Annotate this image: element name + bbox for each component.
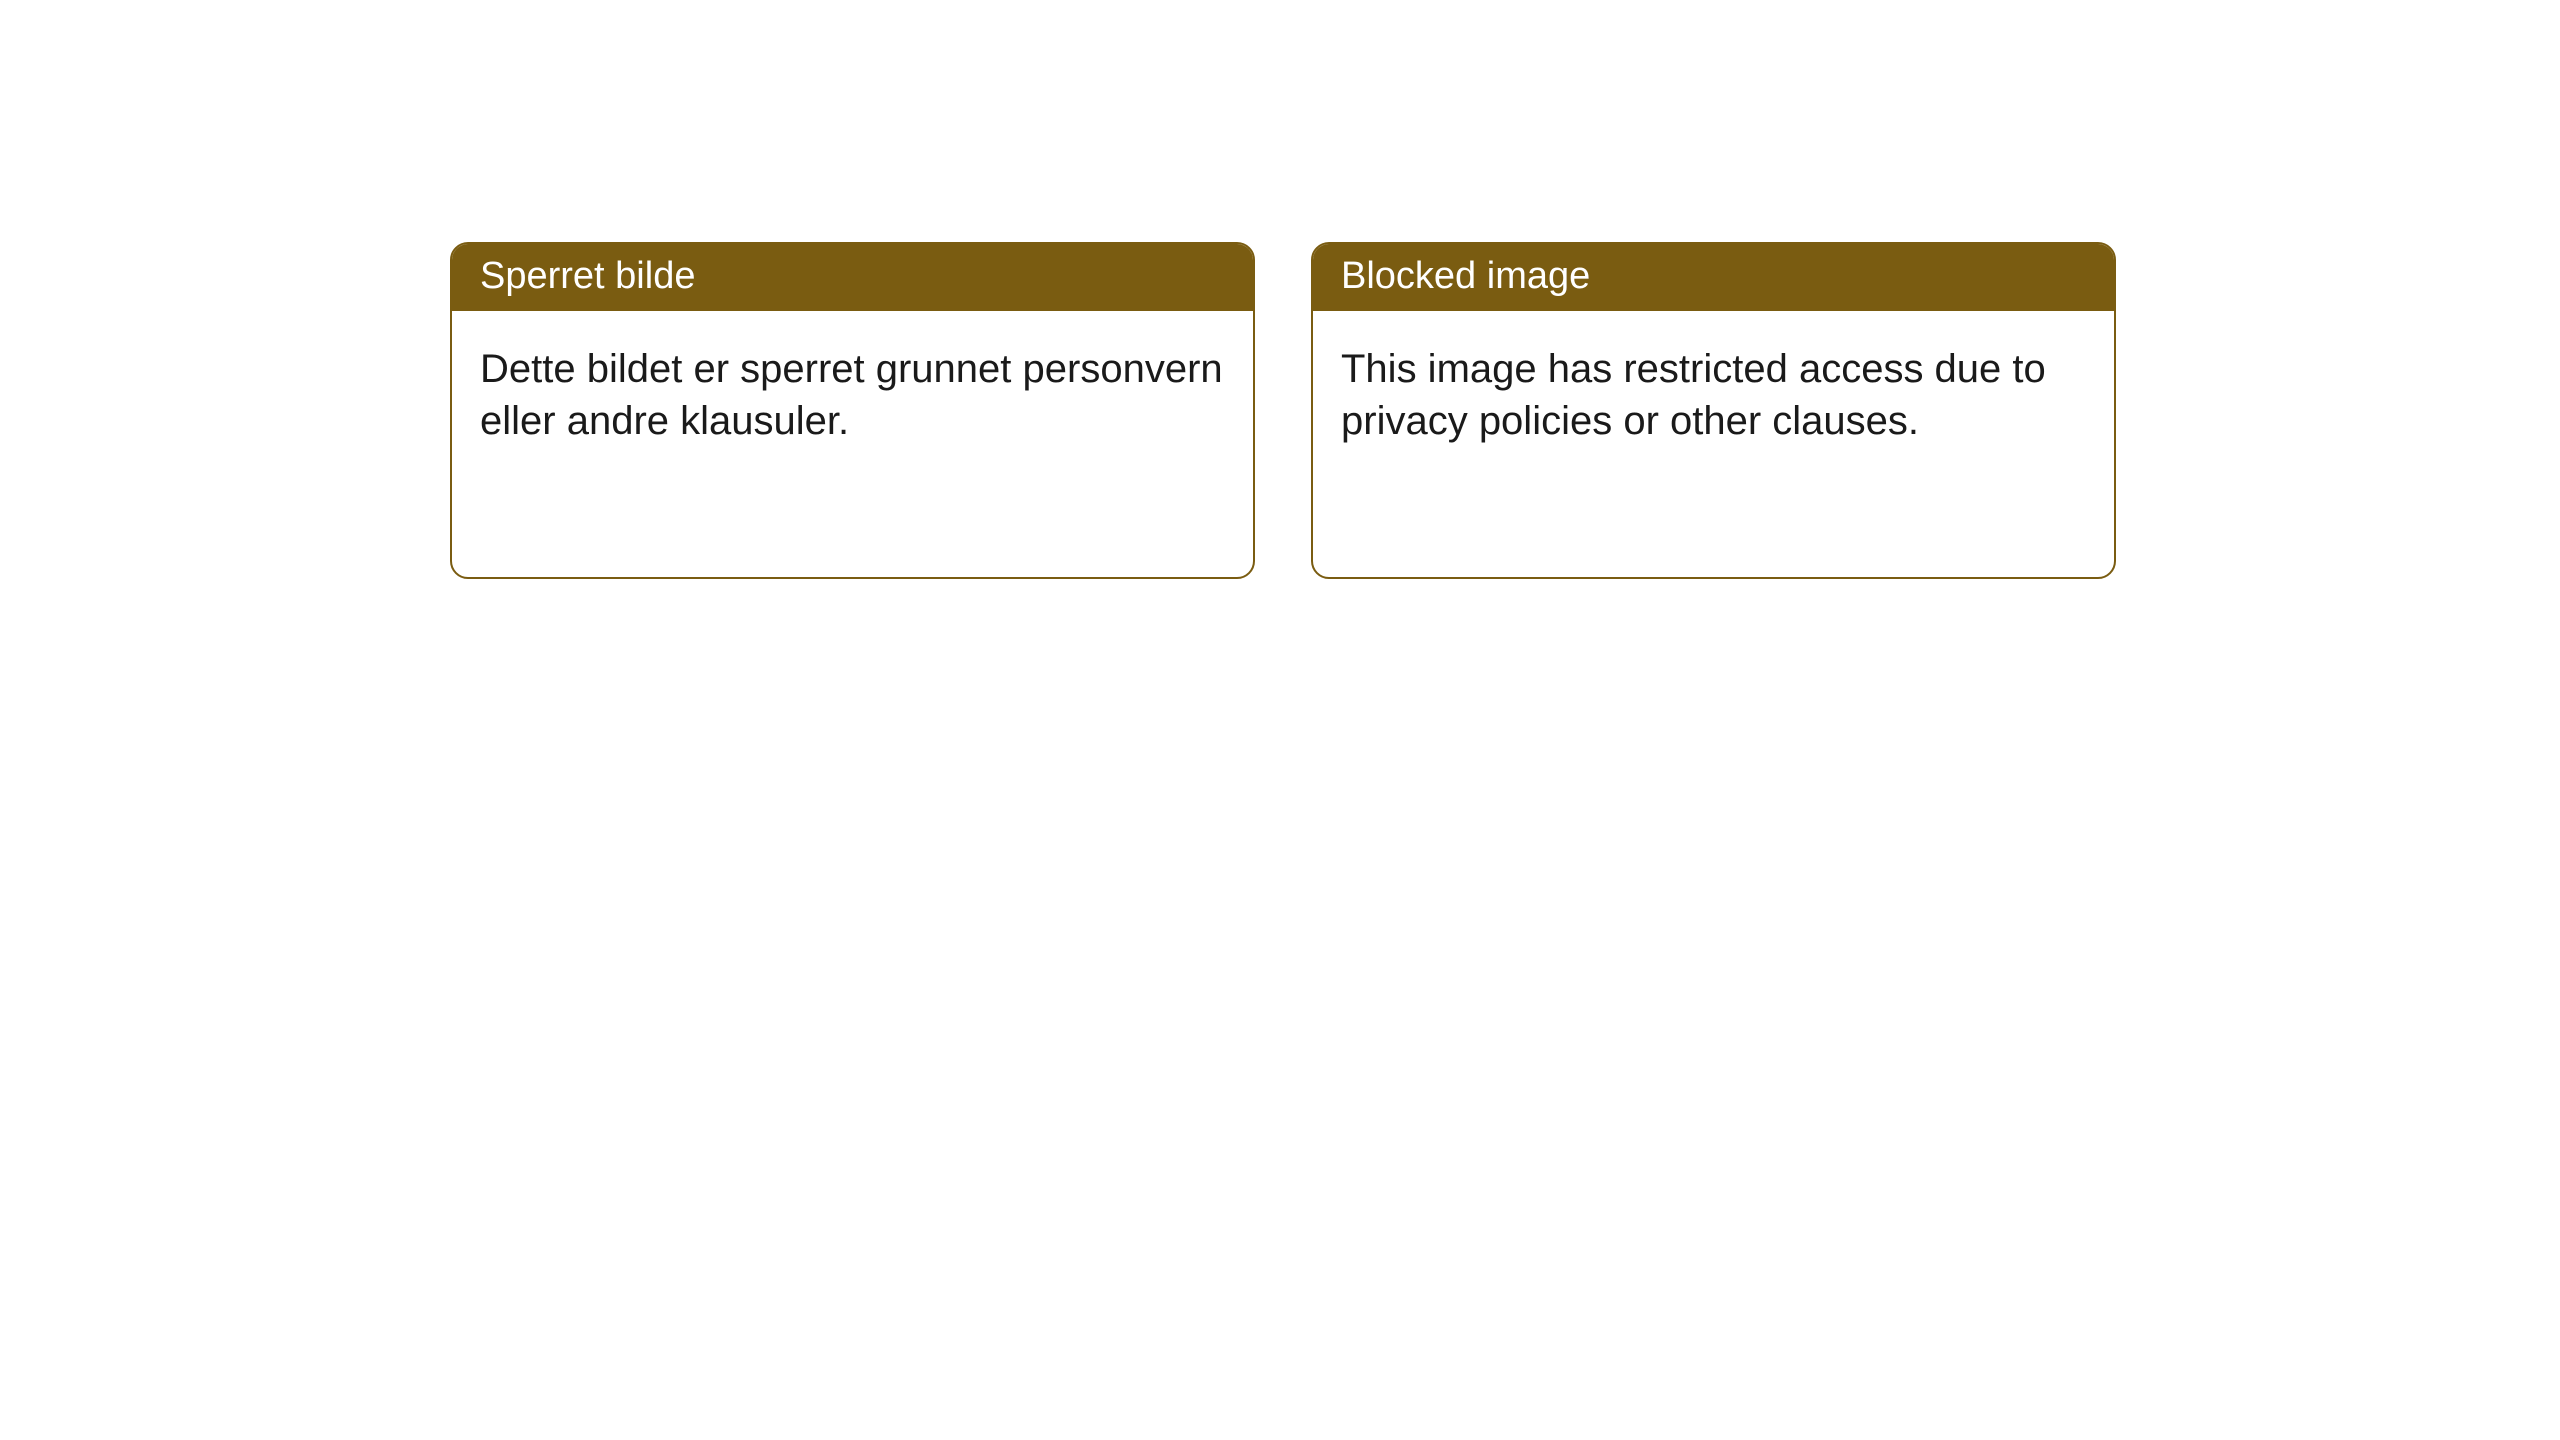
notice-header: Sperret bilde — [452, 244, 1253, 311]
notice-body: Dette bildet er sperret grunnet personve… — [452, 311, 1253, 479]
notice-card-english: Blocked image This image has restricted … — [1311, 242, 2116, 579]
notice-card-norwegian: Sperret bilde Dette bildet er sperret gr… — [450, 242, 1255, 579]
notice-header: Blocked image — [1313, 244, 2114, 311]
notice-container: Sperret bilde Dette bildet er sperret gr… — [0, 0, 2560, 579]
notice-body: This image has restricted access due to … — [1313, 311, 2114, 479]
